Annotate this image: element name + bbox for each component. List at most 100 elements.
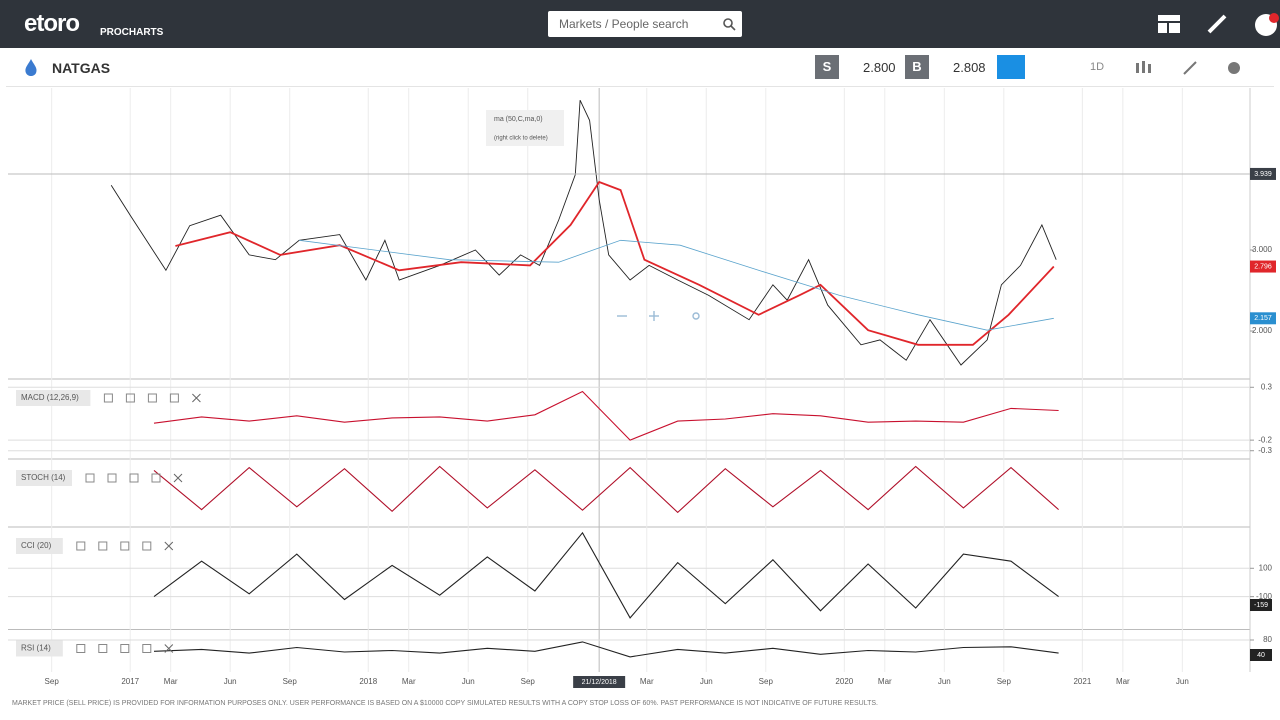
x-tick-label: Jun bbox=[700, 677, 713, 686]
plot: Sep 2017 Mar Jun Sep 2018 Mar Jun Sep Mar Jun Sep 20… bbox=[8, 88, 1276, 688]
indicator-title: MACD (12,26,9) bbox=[21, 393, 79, 402]
buy-price: 2.808 bbox=[953, 60, 986, 75]
x-tick-label: Mar bbox=[878, 677, 892, 686]
x-tick-label: Jun bbox=[462, 677, 475, 686]
zoom-controls bbox=[617, 311, 700, 321]
indicator-line bbox=[153, 465, 1059, 514]
last-value-box bbox=[1250, 649, 1272, 661]
annotation-text: ma (50,C,ma,0) bbox=[494, 116, 543, 123]
x-tick-label: 2021 bbox=[1073, 677, 1091, 686]
price-label: 3.939 bbox=[1254, 171, 1272, 178]
buy-button[interactable]: B bbox=[905, 55, 929, 79]
instrument-name: NATGAS bbox=[52, 60, 111, 76]
y-tick-label: 2.000 bbox=[1252, 326, 1273, 335]
indicator-tool[interactable] bbox=[142, 541, 152, 551]
avatar[interactable] bbox=[1252, 12, 1280, 38]
indicator-close[interactable] bbox=[164, 541, 174, 551]
search-icon[interactable] bbox=[722, 17, 736, 31]
x-tick-label: Mar bbox=[1116, 677, 1130, 686]
top-bar: etoro PROCHARTS Markets / People search bbox=[0, 0, 1280, 48]
crosshair-tool[interactable] bbox=[997, 55, 1025, 79]
x-tick-label: 2018 bbox=[359, 677, 377, 686]
instrument-icon bbox=[25, 59, 37, 76]
y-tick-label: -0.3 bbox=[1258, 446, 1272, 455]
last-value-label: 40 bbox=[1257, 652, 1265, 659]
timeframe[interactable]: 1D bbox=[1090, 61, 1105, 73]
annotation-box[interactable] bbox=[486, 110, 564, 146]
indicator-tool[interactable] bbox=[169, 393, 179, 403]
indicator-close[interactable] bbox=[164, 644, 174, 653]
indicator-label[interactable]: CCI (20) bbox=[16, 538, 174, 554]
x-tick-label: Sep bbox=[521, 677, 536, 686]
indicator-tool[interactable] bbox=[151, 473, 161, 483]
x-tick-label: Sep bbox=[283, 677, 298, 686]
toolbar: NATGAS S 2.800 B 2.808 1D bbox=[6, 50, 1274, 87]
indicator-title: STOCH (14) bbox=[21, 473, 66, 482]
indicator-tool[interactable] bbox=[76, 541, 86, 551]
indicator-label-box bbox=[16, 390, 91, 406]
sell-button[interactable]: S bbox=[815, 55, 839, 79]
crosshair-date: 21/12/2018 bbox=[582, 679, 617, 686]
x-tick-label: Mar bbox=[164, 677, 178, 686]
price-label-box bbox=[1250, 312, 1276, 325]
indicator-tool[interactable] bbox=[142, 644, 152, 653]
tool-icons[interactable] bbox=[1136, 60, 1246, 76]
logo[interactable]: etoro bbox=[24, 10, 80, 37]
indicator-label-box bbox=[16, 538, 63, 554]
y-tick-label: 3.000 bbox=[1252, 245, 1273, 254]
layout-icon[interactable] bbox=[1158, 15, 1180, 33]
indicator-tool[interactable] bbox=[125, 393, 135, 403]
indicator-tool[interactable] bbox=[85, 473, 95, 483]
last-value-box bbox=[1250, 599, 1272, 612]
annotation-hint: (right click to delete) bbox=[494, 136, 548, 142]
indicator-tool[interactable] bbox=[103, 393, 113, 403]
indicator-tool[interactable] bbox=[76, 644, 86, 653]
logo-sub: PROCHARTS bbox=[100, 27, 164, 38]
y-tick-label: 80 bbox=[1263, 635, 1272, 644]
y-tick-label: 100 bbox=[1259, 563, 1273, 572]
y-tick-label: 0.3 bbox=[1261, 382, 1273, 391]
indicator-close[interactable] bbox=[173, 473, 183, 483]
indicator-tool[interactable] bbox=[147, 393, 157, 403]
crosshair-date-box bbox=[573, 676, 626, 688]
indicator-label-box bbox=[16, 470, 72, 486]
share[interactable] bbox=[692, 312, 700, 320]
indicator-tool[interactable] bbox=[120, 644, 130, 653]
indicator-title: CCI (20) bbox=[21, 541, 52, 550]
price-line bbox=[299, 239, 1054, 331]
x-tick-label: Sep bbox=[759, 677, 774, 686]
x-tick-label: Jun bbox=[1176, 677, 1189, 686]
indicator-tool[interactable] bbox=[129, 473, 139, 483]
price-line bbox=[175, 180, 1055, 346]
indicator-label[interactable]: STOCH (14) bbox=[16, 470, 183, 486]
indicator-tool[interactable] bbox=[120, 541, 130, 551]
x-tick-label: Sep bbox=[45, 677, 60, 686]
x-tick-label: Mar bbox=[640, 677, 654, 686]
indicator-close[interactable] bbox=[192, 393, 201, 403]
y-tick-label: -100 bbox=[1256, 592, 1273, 601]
disclaimer: MARKET PRICE (SELL PRICE) IS PROVIDED FO… bbox=[12, 700, 878, 707]
indicator-label[interactable]: RSI (14) bbox=[16, 640, 174, 657]
last-value-label: -159 bbox=[1254, 602, 1268, 609]
indicator-title: RSI (14) bbox=[21, 644, 51, 653]
price-label: 2.157 bbox=[1254, 315, 1272, 322]
indicator-tool[interactable] bbox=[98, 541, 108, 551]
x-tick-label: Jun bbox=[224, 677, 237, 686]
x-tick-label: Jun bbox=[938, 677, 951, 686]
indicator-label[interactable]: MACD (12,26,9) bbox=[16, 390, 201, 406]
sell-price: 2.800 bbox=[863, 60, 896, 75]
price-label-box bbox=[1250, 260, 1276, 273]
indicator-tool[interactable] bbox=[107, 473, 117, 483]
search-box[interactable]: Markets / People search bbox=[548, 11, 742, 37]
indicator-tool[interactable] bbox=[98, 644, 108, 653]
edit-icon[interactable] bbox=[1206, 13, 1228, 35]
x-tick-label: 2017 bbox=[121, 677, 139, 686]
price-label-box bbox=[1250, 167, 1276, 180]
indicator-line bbox=[153, 641, 1059, 658]
price-line bbox=[110, 100, 1057, 366]
y-tick-label: -0.2 bbox=[1258, 435, 1272, 444]
x-tick-label: Sep bbox=[997, 677, 1012, 686]
indicator-label-box bbox=[16, 640, 63, 657]
